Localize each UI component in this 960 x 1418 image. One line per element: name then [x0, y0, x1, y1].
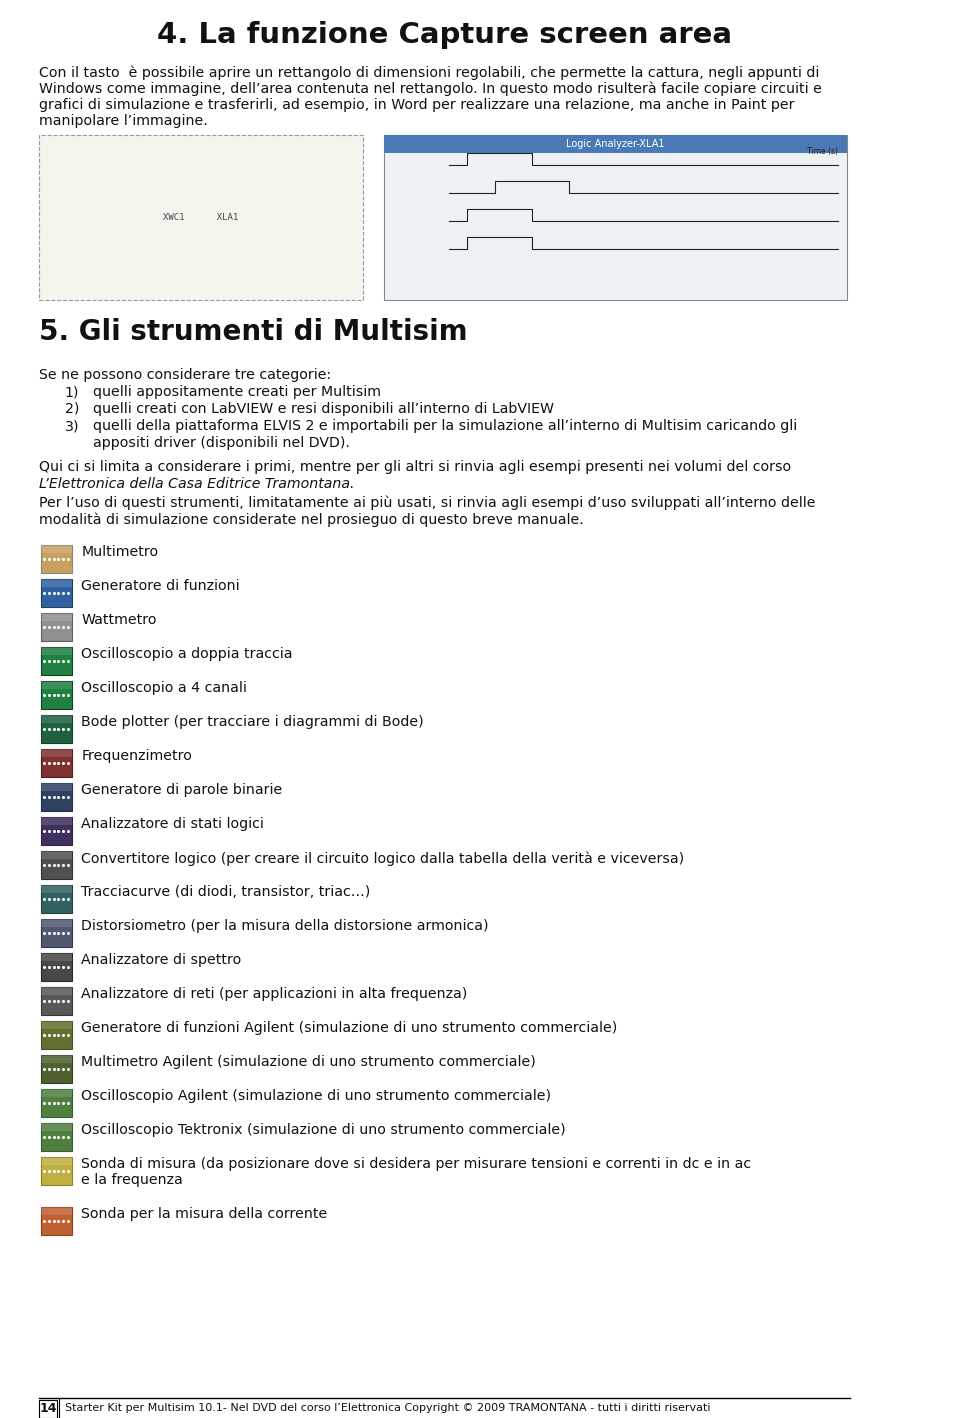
Text: Tracciacurve (di diodi, transistor, triac…): Tracciacurve (di diodi, transistor, tria… — [82, 885, 371, 899]
Bar — [40, 885, 72, 893]
Text: Generatore di funzioni: Generatore di funzioni — [82, 579, 240, 593]
Bar — [40, 545, 72, 553]
Bar — [40, 783, 72, 811]
Bar — [40, 749, 72, 757]
Text: Oscilloscopio Tektronix (simulazione di uno strumento commerciale): Oscilloscopio Tektronix (simulazione di … — [82, 1123, 566, 1137]
Bar — [40, 885, 72, 913]
Text: appositi driver (disponibili nel DVD).: appositi driver (disponibili nel DVD). — [92, 435, 349, 450]
Text: Con il tasto  è possibile aprire un rettangolo di dimensioni regolabili, che per: Con il tasto è possibile aprire un retta… — [38, 65, 819, 79]
Bar — [40, 1207, 72, 1235]
Bar — [40, 715, 72, 743]
Text: Analizzatore di reti (per applicazioni in alta frequenza): Analizzatore di reti (per applicazioni i… — [82, 987, 468, 1001]
Bar — [40, 1055, 72, 1083]
Text: 2): 2) — [64, 401, 79, 415]
Bar — [40, 681, 72, 689]
Bar — [40, 919, 72, 947]
Bar — [40, 545, 72, 573]
Bar — [40, 1089, 72, 1117]
Text: Logic Analyzer-XLA1: Logic Analyzer-XLA1 — [566, 139, 664, 149]
Bar — [384, 135, 847, 153]
Text: Time (s): Time (s) — [806, 147, 838, 156]
Bar — [40, 1021, 72, 1049]
Text: e la frequenza: e la frequenza — [82, 1173, 183, 1187]
Text: Generatore di funzioni Agilent (simulazione di uno strumento commerciale): Generatore di funzioni Agilent (simulazi… — [82, 1021, 617, 1035]
Bar — [38, 135, 363, 301]
Text: 14: 14 — [39, 1402, 57, 1415]
Text: Frequenzimetro: Frequenzimetro — [82, 749, 192, 763]
Bar — [40, 1123, 72, 1151]
Bar — [40, 919, 72, 927]
Text: XWC1      XLA1: XWC1 XLA1 — [163, 213, 238, 221]
Text: quelli creati con LabVIEW e resi disponibili all’interno di LabVIEW: quelli creati con LabVIEW e resi disponi… — [92, 401, 554, 415]
Bar — [40, 783, 72, 791]
Text: 5. Gli strumenti di Multisim: 5. Gli strumenti di Multisim — [38, 318, 468, 346]
Bar — [40, 1021, 72, 1029]
Text: grafici di simulazione e trasferirli, ad esempio, in Word per realizzare una rel: grafici di simulazione e trasferirli, ad… — [38, 98, 794, 112]
Bar — [40, 987, 72, 1015]
Text: manipolare l’immagine.: manipolare l’immagine. — [38, 115, 207, 129]
Text: Convertitore logico (per creare il circuito logico dalla tabella della verità e : Convertitore logico (per creare il circu… — [82, 851, 684, 865]
Text: Per l’uso di questi strumenti, limitatamente ai più usati, si rinvia agli esempi: Per l’uso di questi strumenti, limitatam… — [38, 496, 815, 510]
Bar — [40, 1157, 72, 1166]
Bar — [40, 613, 72, 621]
Text: Analizzatore di stati logici: Analizzatore di stati logici — [82, 817, 264, 831]
Bar — [40, 1089, 72, 1098]
Text: L’Elettronica della Casa Editrice Tramontana.: L’Elettronica della Casa Editrice Tramon… — [38, 476, 354, 491]
Text: Sonda per la misura della corrente: Sonda per la misura della corrente — [82, 1207, 327, 1221]
Bar — [384, 135, 847, 301]
Bar — [40, 851, 72, 859]
Text: Oscilloscopio a doppia traccia: Oscilloscopio a doppia traccia — [82, 647, 293, 661]
Bar — [40, 817, 72, 845]
Text: Oscilloscopio a 4 canali: Oscilloscopio a 4 canali — [82, 681, 248, 695]
Text: 4. La funzione Capture screen area: 4. La funzione Capture screen area — [156, 21, 732, 50]
Text: 3): 3) — [64, 418, 80, 432]
Bar — [40, 817, 72, 825]
Bar — [40, 647, 72, 675]
Bar — [40, 1055, 72, 1064]
Bar — [40, 647, 72, 655]
Text: Windows come immagine, dell’area contenuta nel rettangolo. In questo modo risult: Windows come immagine, dell’area contenu… — [38, 81, 822, 96]
Bar — [40, 1207, 72, 1215]
Text: Oscilloscopio Agilent (simulazione di uno strumento commerciale): Oscilloscopio Agilent (simulazione di un… — [82, 1089, 551, 1103]
Bar — [40, 1157, 72, 1185]
Bar — [40, 1123, 72, 1132]
Text: Sonda di misura (da posizionare dove si desidera per misurare tensioni e corrent: Sonda di misura (da posizionare dove si … — [82, 1157, 752, 1171]
Text: Starter Kit per Multisim 10.1- Nel DVD del corso l’Elettronica Copyright © 2009 : Starter Kit per Multisim 10.1- Nel DVD d… — [64, 1402, 710, 1412]
Text: Distorsiometro (per la misura della distorsione armonica): Distorsiometro (per la misura della dist… — [82, 919, 489, 933]
Text: Bode plotter (per tracciare i diagrammi di Bode): Bode plotter (per tracciare i diagrammi … — [82, 715, 424, 729]
Text: Multimetro Agilent (simulazione di uno strumento commerciale): Multimetro Agilent (simulazione di uno s… — [82, 1055, 537, 1069]
Text: quelli della piattaforma ELVIS 2 e importabili per la simulazione all’interno di: quelli della piattaforma ELVIS 2 e impor… — [92, 418, 797, 432]
Bar — [40, 715, 72, 723]
Bar — [40, 579, 72, 607]
Text: modalità di simulazione considerate nel prosieguo di questo breve manuale.: modalità di simulazione considerate nel … — [38, 512, 584, 527]
Bar — [40, 579, 72, 587]
Bar — [40, 749, 72, 777]
Bar — [40, 681, 72, 709]
Bar — [40, 953, 72, 981]
Bar — [40, 851, 72, 879]
Text: Qui ci si limita a considerare i primi, mentre per gli altri si rinvia agli esem: Qui ci si limita a considerare i primi, … — [38, 459, 791, 474]
Text: Wattmetro: Wattmetro — [82, 613, 156, 627]
Text: quelli appositamente creati per Multisim: quelli appositamente creati per Multisim — [92, 386, 380, 398]
Bar — [40, 953, 72, 961]
Bar — [40, 987, 72, 995]
Text: Generatore di parole binarie: Generatore di parole binarie — [82, 783, 282, 797]
Text: Analizzatore di spettro: Analizzatore di spettro — [82, 953, 242, 967]
Text: Se ne possono considerare tre categorie:: Se ne possono considerare tre categorie: — [38, 369, 331, 381]
Bar — [38, 1400, 58, 1418]
Text: Multimetro: Multimetro — [82, 545, 158, 559]
Bar — [40, 613, 72, 641]
Text: 1): 1) — [64, 386, 79, 398]
